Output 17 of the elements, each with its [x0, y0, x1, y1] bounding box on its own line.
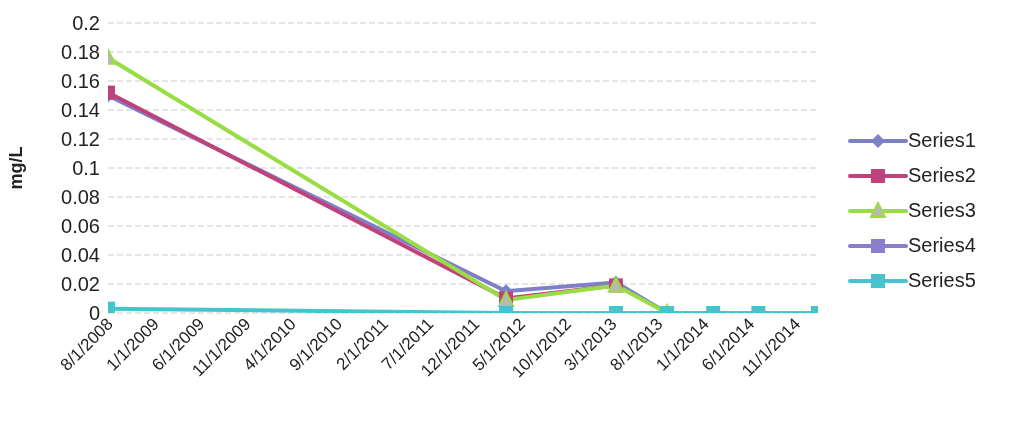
- y-tick-label: 0.16: [61, 70, 100, 93]
- legend-label: Series4: [908, 234, 976, 257]
- y-tick-label: 0.04: [61, 244, 100, 267]
- y-tick-label: 0.12: [61, 128, 100, 151]
- legend-label: Series2: [908, 164, 976, 187]
- y-tick-label: 0.2: [72, 12, 100, 35]
- y-tick-label: 0.1: [72, 157, 100, 180]
- y-axis-title: mg/L: [6, 146, 27, 190]
- y-tick-label: 0.06: [61, 215, 100, 238]
- legend-label: Series1: [908, 129, 976, 152]
- y-tick-label: 0.08: [61, 186, 100, 209]
- y-tick-label: 0.14: [61, 99, 100, 122]
- legend-label: Series5: [908, 269, 976, 292]
- y-tick-label: 0: [88, 302, 100, 325]
- legend-label: Series3: [908, 199, 976, 222]
- y-tick-label: 0.18: [61, 41, 100, 64]
- y-tick-label: 0.02: [61, 273, 100, 296]
